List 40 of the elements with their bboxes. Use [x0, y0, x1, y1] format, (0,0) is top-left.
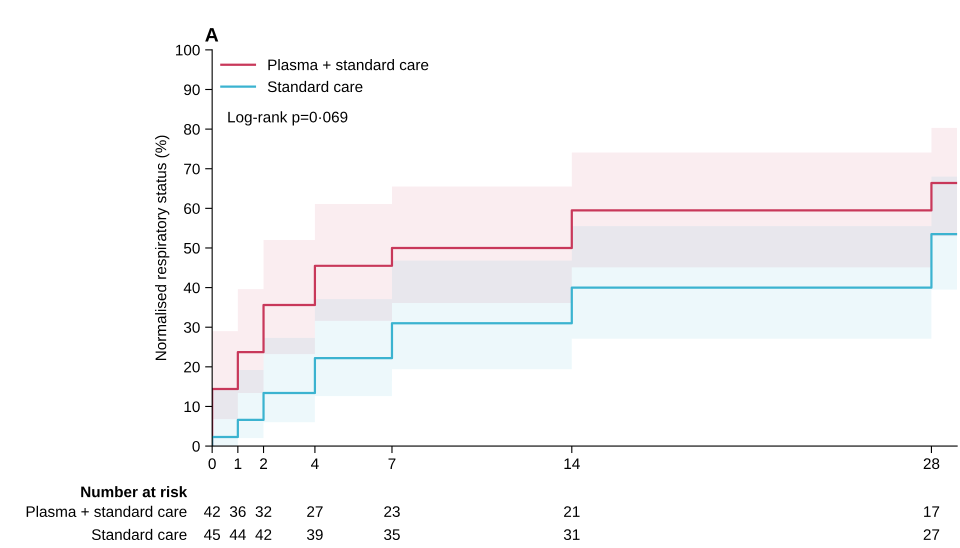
x-tick-label: 1: [234, 458, 242, 469]
legend-label: Standard care: [268, 80, 362, 92]
text: Standard care: [92, 528, 187, 540]
text: Number at risk: [81, 486, 188, 498]
text: 39: [307, 529, 323, 540]
text: 23: [384, 506, 400, 518]
text: Plasma + standard care: [26, 506, 187, 518]
text: 36: [230, 506, 246, 518]
text: 17: [924, 506, 940, 517]
text: 27: [924, 529, 940, 540]
x-tick-label: 2: [260, 458, 268, 469]
y-tick-label: 100: [176, 44, 200, 56]
y-tick-label: 70: [184, 164, 200, 174]
y-tick-label: 30: [184, 322, 200, 333]
text: 32: [256, 506, 272, 518]
text: 21: [564, 506, 580, 517]
y-tick-label: 0: [192, 440, 200, 452]
y-tick-label: 40: [184, 282, 200, 294]
x-tick-label: 28: [924, 458, 940, 470]
x-tick-label: 4: [311, 458, 319, 469]
text: 35: [384, 529, 400, 540]
text: 27: [307, 506, 323, 517]
text: 44: [230, 529, 246, 540]
x-tick-label: 7: [388, 458, 396, 469]
text: 45: [204, 529, 220, 540]
text: 42: [255, 529, 272, 540]
y-tick-label: 80: [184, 124, 200, 135]
annotation: Log-rank p=0·069: [228, 111, 348, 126]
y-tick-label: 50: [184, 242, 200, 254]
x-tick-label: 14: [564, 458, 580, 469]
text: 42: [204, 506, 220, 517]
y-tick-label: 90: [184, 84, 200, 96]
text: 31: [564, 529, 580, 540]
legend-label: Plasma + standard care: [268, 59, 428, 70]
y-tick-label: 10: [184, 401, 200, 412]
y-axis-title: Normalised respiratory status (%): [155, 136, 170, 360]
x-tick-label: 0: [208, 458, 216, 470]
chart-title: A: [205, 28, 218, 42]
y-tick-label: 20: [184, 362, 200, 373]
y-tick-label: 60: [184, 203, 200, 214]
